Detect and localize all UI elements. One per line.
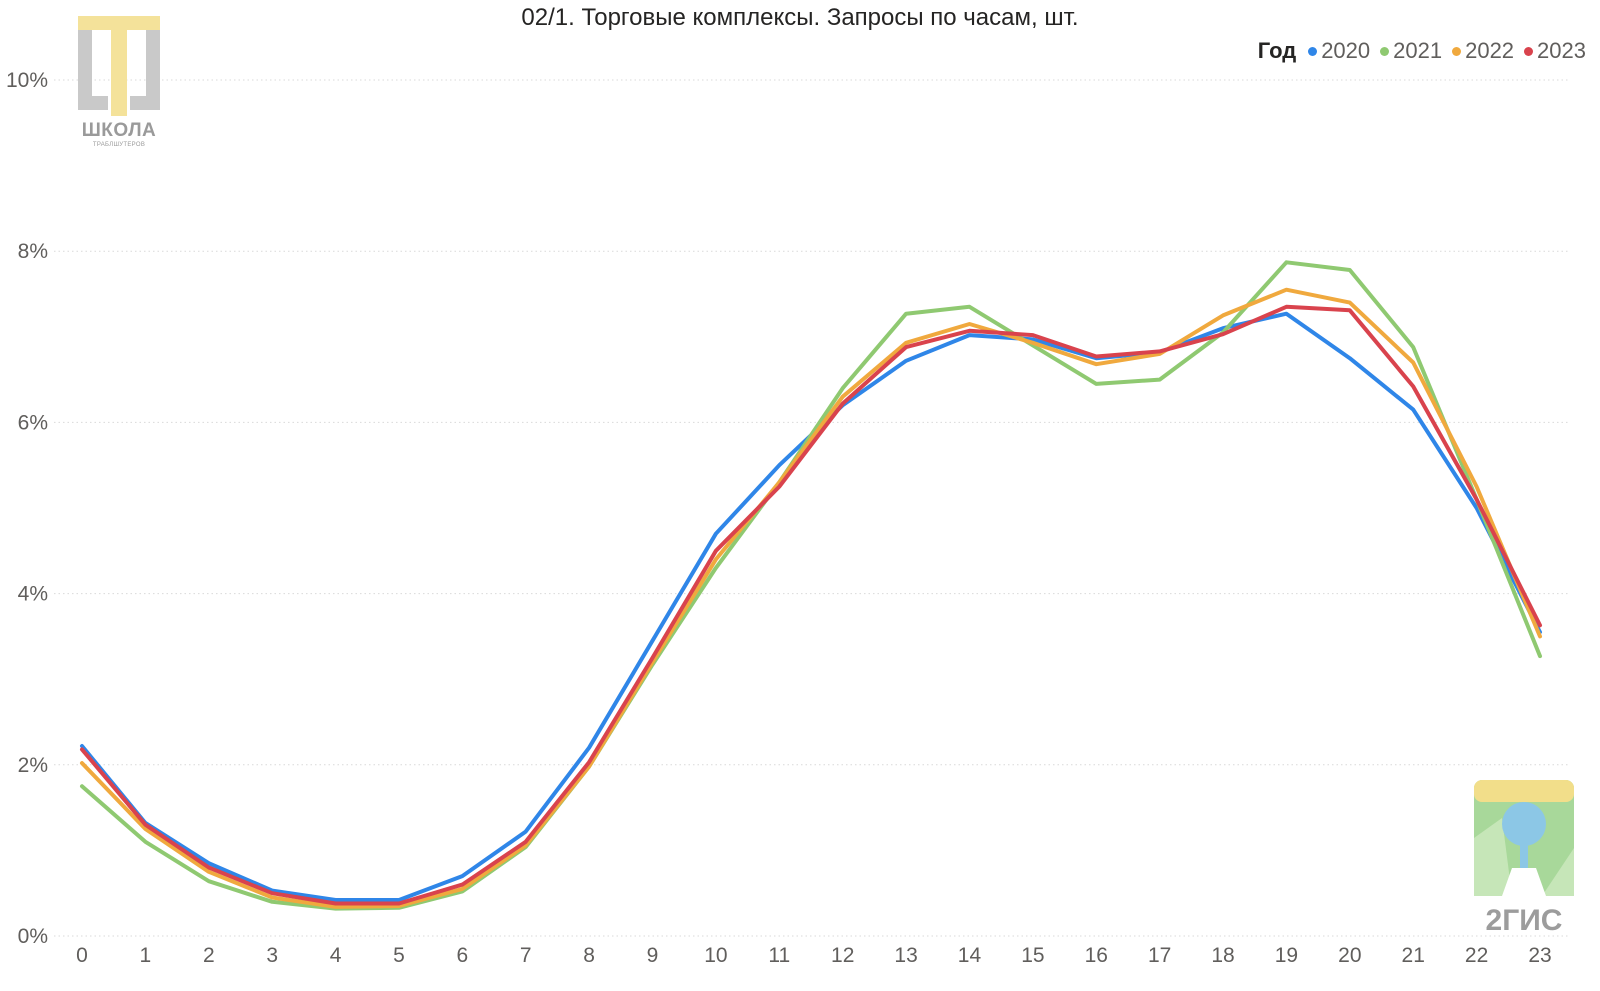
- x-tick-label: 4: [330, 944, 342, 967]
- x-tick-label: 18: [1211, 944, 1234, 967]
- school-logo: ШКОЛА ТРАБЛШУТЕРОВ: [78, 16, 160, 156]
- x-tick-label: 7: [520, 944, 532, 967]
- x-tick-label: 3: [266, 944, 278, 967]
- legend-dot-2021: [1380, 46, 1390, 56]
- legend-item-2020[interactable]: 2020: [1308, 38, 1370, 64]
- x-tick-label: 22: [1465, 944, 1488, 967]
- x-tick-label: 20: [1338, 944, 1361, 967]
- series-line-2021[interactable]: [80, 260, 1542, 911]
- legend-label-2022: 2022: [1465, 38, 1515, 63]
- y-tick-label: 4%: [18, 583, 48, 606]
- chart-title: 02/1. Торговые комплексы. Запросы по час…: [521, 4, 1079, 31]
- legend-item-2023[interactable]: 2023: [1524, 38, 1586, 64]
- 2gis-logo: 2ГИС: [1472, 778, 1576, 938]
- legend-item-2022[interactable]: 2022: [1452, 38, 1514, 64]
- school-logo-subtext: ТРАБЛШУТЕРОВ: [92, 142, 146, 148]
- series-line-2020[interactable]: [80, 311, 1542, 902]
- legend-label-2023: 2023: [1537, 38, 1586, 63]
- series-line-2022[interactable]: [80, 287, 1542, 909]
- y-tick-label: 0%: [18, 925, 48, 948]
- x-tick-label: 9: [647, 944, 659, 967]
- legend-title: Год: [1257, 38, 1297, 63]
- legend-item-2021[interactable]: 2021: [1380, 38, 1442, 64]
- y-tick-label: 2%: [18, 754, 48, 777]
- 2gis-logo-icon: [1474, 780, 1574, 896]
- x-tick-label: 10: [704, 944, 727, 967]
- y-tick-label: 10%: [6, 69, 48, 92]
- x-tick-label: 13: [894, 944, 917, 967]
- school-logo-text: ШКОЛА: [81, 120, 157, 141]
- legend-dot-2020: [1308, 46, 1318, 56]
- y-tick-label: 8%: [18, 240, 48, 263]
- x-tick-label: 0: [76, 944, 88, 967]
- legend: Год 2020 2021 2022 2023: [1258, 38, 1586, 64]
- x-tick-label: 15: [1021, 944, 1044, 967]
- x-tick-label: 17: [1148, 944, 1171, 967]
- school-logo-icon: [78, 16, 160, 116]
- legend-dot-2023: [1524, 46, 1534, 56]
- x-tick-label: 21: [1402, 944, 1425, 967]
- x-tick-label: 2: [203, 944, 215, 967]
- x-tick-label: 19: [1275, 944, 1298, 967]
- x-tick-label: 11: [768, 944, 790, 967]
- x-tick-label: 5: [393, 944, 405, 967]
- x-tick-label: 8: [583, 944, 595, 967]
- x-tick-label: 14: [958, 944, 982, 967]
- x-tick-label: 12: [831, 944, 854, 967]
- x-tick-label: 16: [1085, 944, 1108, 967]
- legend-label-2021: 2021: [1393, 38, 1443, 63]
- legend-label-2020: 2020: [1321, 38, 1371, 63]
- 2gis-logo-text: 2ГИС: [1485, 904, 1563, 937]
- y-tick-label: 6%: [18, 411, 48, 434]
- x-tick-label: 6: [457, 944, 469, 967]
- x-tick-label: 23: [1528, 944, 1551, 967]
- legend-dot-2022: [1452, 46, 1462, 56]
- x-tick-label: 1: [140, 944, 152, 967]
- series-line-2023[interactable]: [80, 304, 1542, 906]
